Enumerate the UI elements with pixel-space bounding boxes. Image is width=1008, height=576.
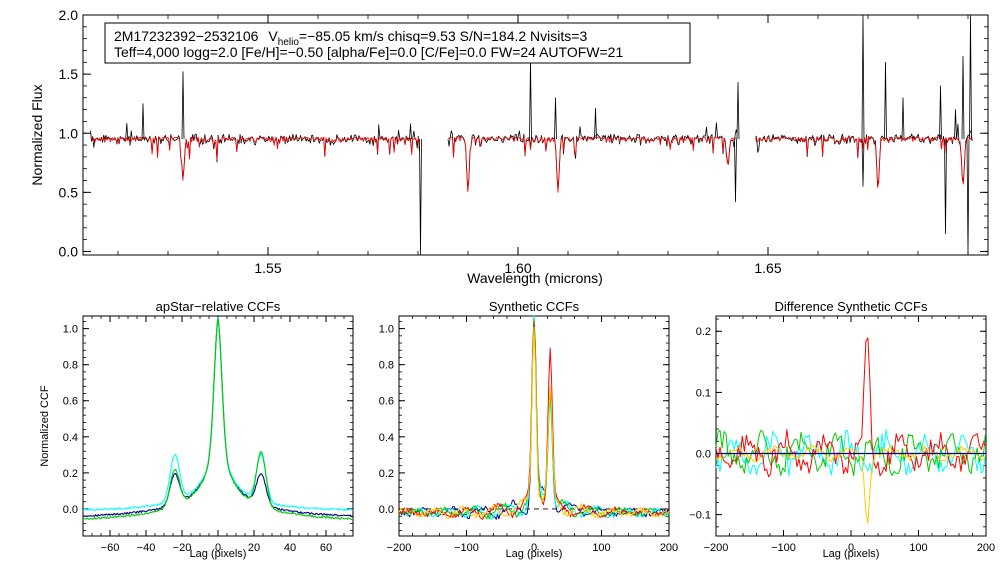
spectrum-annotation-box xyxy=(104,22,691,64)
ccf1-line-visit-3 xyxy=(82,318,354,521)
y-tick-label: 0.0 xyxy=(63,504,78,516)
ccf1-line-visit-1 xyxy=(82,317,354,518)
ccf2-line-template xyxy=(398,326,670,519)
ccf3-title: Difference Synthetic CCFs xyxy=(775,299,928,314)
ccf3-lines xyxy=(715,337,986,525)
ccf2-plot-frame xyxy=(398,315,670,537)
y-tick-label: 0.8 xyxy=(63,360,78,372)
vhelio-values: =−85.05 km/s chisq=9.53 S/N=184.2 Nvisit… xyxy=(299,28,588,44)
ccf-panel-synthetic: Synthetic CCFs −200 −100 0 100 200 0.0 0.2 0.4 0… xyxy=(379,299,678,560)
ccf3-ticks: −200 −100 0 100 200 −0.1 0.0 0.1 0.2 xyxy=(689,316,995,554)
y-tick-label: 0.1 xyxy=(696,387,711,399)
spectrum-lines xyxy=(90,14,973,256)
y-tick-label: 0.6 xyxy=(63,396,78,408)
ccf2-lines xyxy=(398,315,670,520)
x-tick-label: 1.55 xyxy=(254,260,281,276)
x-tick-label: −20 xyxy=(173,542,192,554)
spectrum-ticks: 1.55 1.60 1.65 0.0 0.5 1.0 1.5 2.0 xyxy=(59,7,988,276)
x-tick-label: 20 xyxy=(248,542,260,554)
ccf2-title: Synthetic CCFs xyxy=(489,299,580,314)
y-tick-label: 0.0 xyxy=(379,504,394,516)
spectrum-panel: 1.55 1.60 1.65 0.0 0.5 1.0 1.5 2.0 2M17232392−2… xyxy=(29,7,989,286)
ccf3-line-visit-2 xyxy=(715,429,986,477)
y-tick-label: 0.4 xyxy=(379,432,394,444)
ccf3-line-template xyxy=(715,444,986,525)
spectrum-x-axis-label: Wavelength (microns) xyxy=(467,270,603,286)
spectrum-synthetic-line xyxy=(90,137,973,193)
ccf2-ticks: −200 −100 0 100 200 0.0 0.2 0.4 0.6 0.8 1.0 xyxy=(379,316,678,554)
x-tick-label: −100 xyxy=(454,542,479,554)
x-tick-label: 200 xyxy=(977,542,995,554)
ccf1-plot-frame xyxy=(82,315,354,537)
ccf3-line-visit-3 xyxy=(715,429,986,477)
spectrum-y-axis-label: Normalized Flux xyxy=(29,84,45,185)
ccf1-title: apStar−relative CCFs xyxy=(156,299,281,314)
y-tick-label: 1.5 xyxy=(59,66,79,82)
ccf-panel-apstar: apStar−relative CCFs −60 −40 −20 0 20 40 60 0.0… xyxy=(39,299,354,560)
ccf1-lines xyxy=(82,317,354,521)
spectrum-annotation-line1: 2M17232392−2532106 Vhelio=−85.05 km/s chi… xyxy=(114,28,587,48)
y-tick-label: −0.1 xyxy=(689,510,711,522)
x-tick-label: 1.60 xyxy=(504,260,531,276)
x-tick-label: 0 xyxy=(531,542,537,554)
y-tick-label: 0.2 xyxy=(696,326,711,338)
spectrum-plot-frame xyxy=(82,14,989,256)
x-tick-label: −200 xyxy=(704,542,729,554)
ccf2-line-visit-3 xyxy=(398,317,670,520)
ccf1-line-visit-2 xyxy=(82,317,354,512)
x-tick-label: 1.65 xyxy=(754,260,781,276)
x-tick-label: −40 xyxy=(137,542,156,554)
x-tick-label: 100 xyxy=(592,542,610,554)
ccf3-x-axis-label: Lag (pixels) xyxy=(823,548,880,560)
x-tick-label: 100 xyxy=(909,542,927,554)
ccf2-line-visit-2 xyxy=(398,315,670,520)
star-id: 2M17232392−2532106 xyxy=(114,28,259,44)
y-tick-label: 0.6 xyxy=(379,396,394,408)
y-tick-label: 0.8 xyxy=(379,360,394,372)
vhelio-subscript: helio xyxy=(278,37,300,48)
y-tick-label: 0.0 xyxy=(696,448,711,460)
ccf1-x-axis-label: Lag (pixels) xyxy=(190,548,247,560)
x-tick-label: 0 xyxy=(215,542,221,554)
ccf1-ticks: −60 −40 −20 0 20 40 60 0.0 0.2 0.4 0.6 0.8 1.0 xyxy=(63,316,354,554)
y-tick-label: 2.0 xyxy=(59,7,79,23)
spectrum-annotation-line2: Teff=4,000 logg=2.0 [Fe/H]=−0.50 [alpha/… xyxy=(114,44,623,60)
y-tick-label: 0.5 xyxy=(59,184,79,200)
y-tick-label: 0.0 xyxy=(59,243,79,259)
x-tick-label: −200 xyxy=(387,542,412,554)
ccf2-line-visit-1 xyxy=(398,323,670,520)
y-tick-label: 0.4 xyxy=(63,432,78,444)
vhelio-label: V xyxy=(268,28,278,44)
y-tick-label: 0.2 xyxy=(63,468,78,480)
x-tick-label: 200 xyxy=(660,542,678,554)
ccf3-plot-frame xyxy=(715,315,987,537)
ccf2-line-combined xyxy=(398,321,670,520)
y-tick-label: 1.0 xyxy=(59,125,79,141)
ccf2-x-axis-label: Lag (pixels) xyxy=(506,548,563,560)
x-tick-label: −100 xyxy=(771,542,796,554)
ccf-panel-difference: Difference Synthetic CCFs −200 −100 0 100 20… xyxy=(689,299,995,560)
y-tick-label: 0.2 xyxy=(379,468,394,480)
y-tick-label: 1.0 xyxy=(379,324,394,336)
y-tick-label: 1.0 xyxy=(63,324,78,336)
ccf1-y-axis-label: Normalized CCF xyxy=(39,385,51,467)
x-tick-label: 60 xyxy=(320,542,332,554)
x-tick-label: 40 xyxy=(284,542,296,554)
x-tick-label: 0 xyxy=(848,542,854,554)
x-tick-label: −60 xyxy=(101,542,120,554)
